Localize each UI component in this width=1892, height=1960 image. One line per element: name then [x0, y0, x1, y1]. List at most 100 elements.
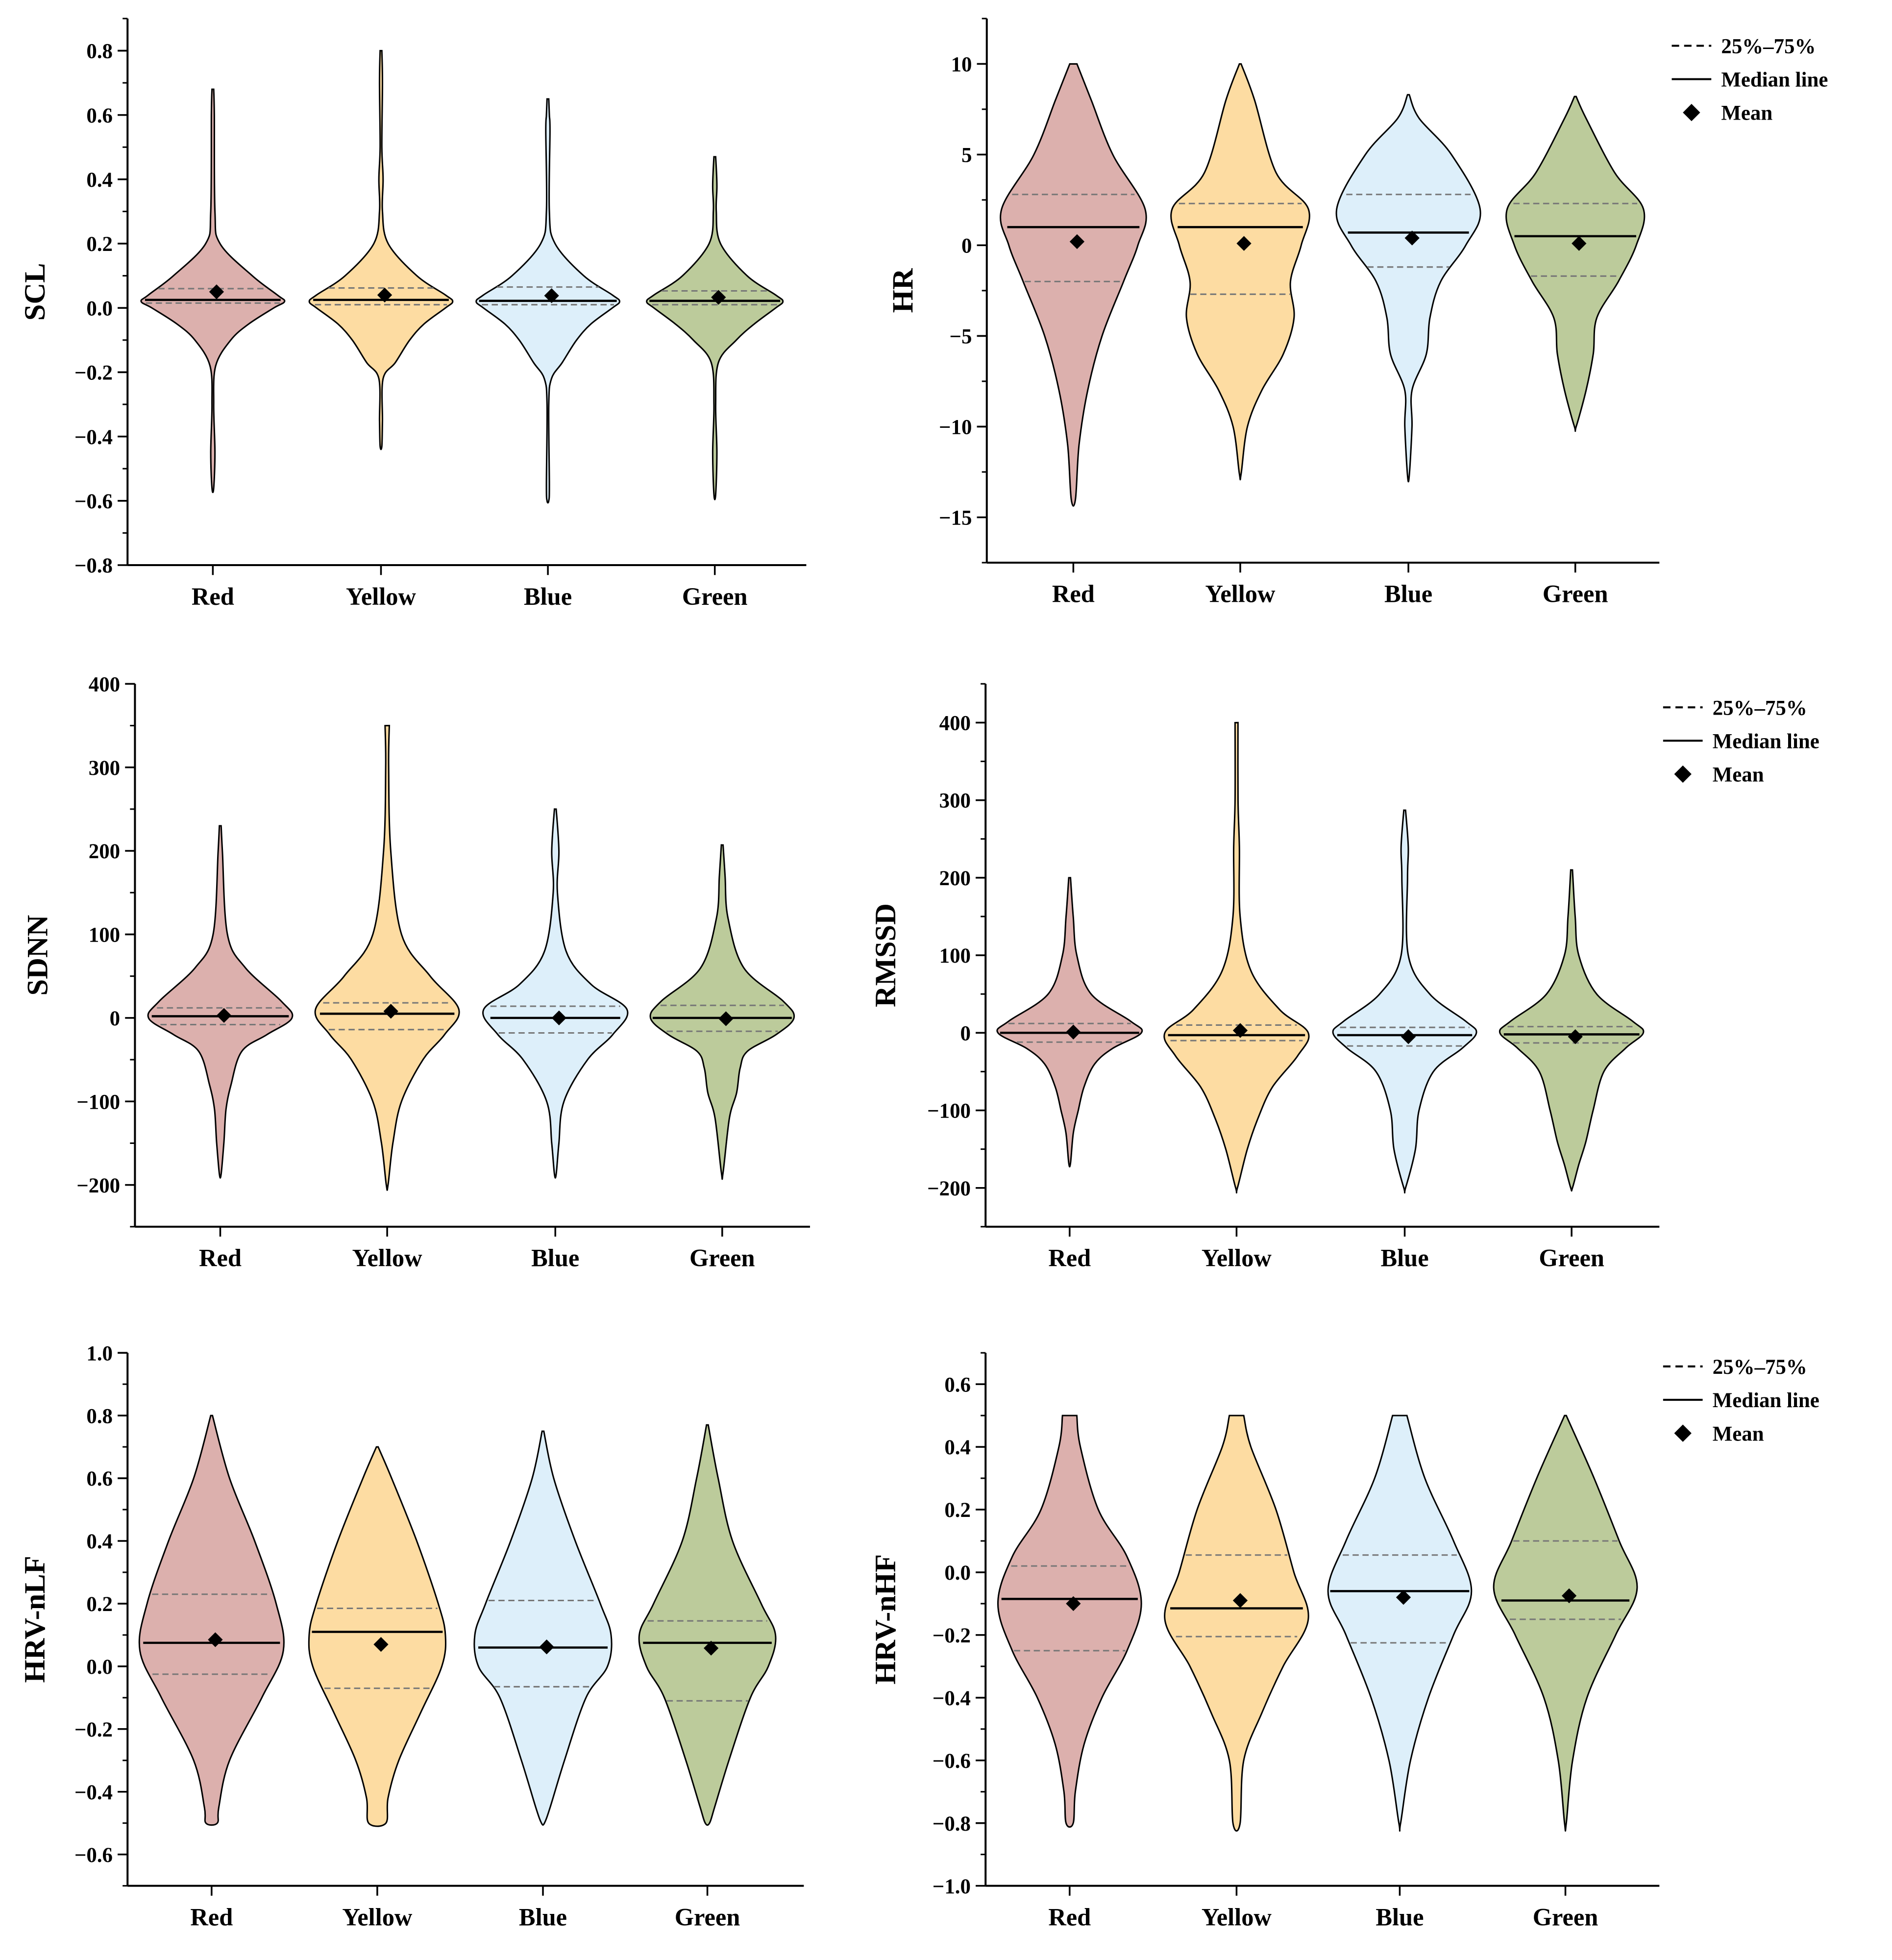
- y-tick-label: 0.8: [86, 1405, 113, 1428]
- violin-body: [997, 1414, 1142, 1828]
- y-axis-title: RMSSD: [869, 903, 902, 1007]
- y-tick-label: 5: [961, 144, 972, 167]
- y-tick-label: 0.2: [86, 233, 113, 256]
- y-tick-label: −5: [950, 325, 972, 348]
- x-tick-label: Red: [1052, 580, 1095, 608]
- x-tick-label: Blue: [519, 1903, 567, 1931]
- legend-label-median: Median line: [1713, 730, 1819, 753]
- x-tick-label: Green: [1539, 1244, 1604, 1272]
- violin-green: [649, 844, 795, 1180]
- violin-red: [147, 825, 294, 1179]
- x-tick-label: Red: [192, 583, 234, 610]
- y-tick-label: −200: [927, 1177, 971, 1200]
- x-tick-label: Blue: [1384, 580, 1432, 608]
- y-tick-label: −0.4: [74, 426, 113, 449]
- y-axis-title: HRV-nHF: [869, 1554, 902, 1685]
- violin-body: [1493, 1414, 1638, 1832]
- mean-marker: [1066, 1024, 1081, 1040]
- mean-marker: [1561, 1588, 1577, 1604]
- violin-yellow: [1163, 721, 1310, 1194]
- violin-body: [308, 1446, 447, 1827]
- violin-body: [646, 156, 784, 500]
- violin-green: [1493, 1414, 1638, 1832]
- violin-red: [997, 1414, 1142, 1828]
- mean-marker: [1069, 234, 1085, 249]
- x-tick-label: Red: [190, 1903, 233, 1931]
- y-tick-label: −10: [939, 416, 972, 439]
- legend-label-quartile: 25%–75%: [1713, 1356, 1807, 1379]
- x-tick-label: Yellow: [346, 583, 416, 610]
- x-tick-label: Green: [689, 1244, 755, 1272]
- y-tick-label: 0.2: [86, 1593, 113, 1616]
- legend-mean-swatch: [1674, 1424, 1692, 1442]
- mean-marker: [1396, 1589, 1411, 1605]
- mean-marker: [383, 1004, 398, 1019]
- y-tick-label: 0.8: [86, 40, 113, 63]
- y-tick-label: 0.6: [86, 104, 113, 127]
- violin-body: [1499, 869, 1645, 1192]
- y-tick-label: 0.0: [86, 297, 113, 320]
- x-tick-label: Green: [1543, 580, 1608, 608]
- mean-marker: [208, 1632, 223, 1647]
- y-tick-label: 0: [110, 1007, 120, 1030]
- x-tick-label: Blue: [1380, 1244, 1428, 1272]
- violin-body: [1163, 721, 1310, 1194]
- violin-yellow: [1164, 1414, 1309, 1832]
- y-tick-label: 0.2: [944, 1499, 971, 1522]
- chart-panel-scl: −0.8 −0.6 −0.4 −0.2 0.0 0.2 0.4 0.6 0.8 Red Yellow…: [19, 18, 807, 610]
- violin-red: [996, 877, 1143, 1168]
- x-tick-label: Green: [675, 1903, 740, 1931]
- violin-body: [482, 808, 629, 1179]
- violin-body: [147, 825, 294, 1179]
- x-tick-label: Yellow: [1202, 1903, 1272, 1931]
- x-tick-label: Yellow: [1202, 1244, 1272, 1272]
- legend-label-quartile: 25%–75%: [1721, 35, 1816, 58]
- violin-body: [1335, 94, 1481, 483]
- violin-blue: [1327, 1414, 1473, 1832]
- mean-marker: [1236, 236, 1252, 251]
- legend-label-mean: Mean: [1713, 764, 1764, 787]
- x-tick-label: Yellow: [1205, 580, 1276, 608]
- y-axis-title: HR: [886, 268, 919, 313]
- violin-body: [308, 50, 454, 450]
- legend: 25%–75% Median line Mean: [1663, 696, 1819, 787]
- violin-body: [1505, 96, 1646, 432]
- violin-blue: [475, 98, 620, 504]
- legend-label-mean: Mean: [1721, 102, 1772, 125]
- y-tick-label: 200: [89, 840, 120, 863]
- violin-green: [638, 1424, 777, 1826]
- mean-marker: [377, 287, 393, 303]
- violin-body: [138, 1414, 285, 1826]
- x-tick-label: Yellow: [342, 1903, 412, 1931]
- chart-panel-hrv-nhf: −1.0 −0.8 −0.6 −0.4 −0.2 0.0 0.2 0.4 0.6 Red Yello…: [869, 1352, 1819, 1931]
- x-tick-label: Green: [1533, 1903, 1598, 1931]
- violin-body: [996, 877, 1143, 1168]
- legend: 25%–75% Median line Mean: [1671, 35, 1828, 125]
- violin-body: [1000, 63, 1147, 507]
- y-tick-label: −0.4: [74, 1781, 113, 1804]
- violin-body: [1332, 809, 1477, 1194]
- x-tick-label: Blue: [524, 583, 572, 610]
- mean-marker: [373, 1637, 389, 1652]
- x-tick-label: Red: [1048, 1903, 1091, 1931]
- y-tick-label: 1.0: [86, 1342, 113, 1365]
- y-tick-label: 0.0: [944, 1562, 971, 1585]
- chart-panel-hrv-nlf: −0.6 −0.4 −0.2 0.0 0.2 0.4 0.6 0.8 1.0 Red Yellow B…: [19, 1342, 804, 1931]
- mean-marker: [539, 1639, 554, 1655]
- violin-yellow: [308, 50, 454, 450]
- violin-red: [138, 1414, 285, 1826]
- mean-marker: [711, 290, 726, 305]
- violin-body: [1170, 63, 1310, 481]
- y-tick-label: −0.8: [933, 1812, 971, 1836]
- y-tick-label: 100: [89, 924, 120, 947]
- y-tick-label: 0: [961, 235, 972, 258]
- y-tick-label: −15: [939, 507, 972, 530]
- legend-mean-swatch: [1674, 765, 1692, 783]
- mean-marker: [544, 288, 559, 303]
- violin-red: [1000, 63, 1147, 507]
- legend-label-median: Median line: [1713, 1389, 1819, 1412]
- y-tick-label: −0.6: [933, 1750, 971, 1773]
- y-tick-label: −0.2: [933, 1624, 971, 1647]
- violin-blue: [482, 808, 629, 1179]
